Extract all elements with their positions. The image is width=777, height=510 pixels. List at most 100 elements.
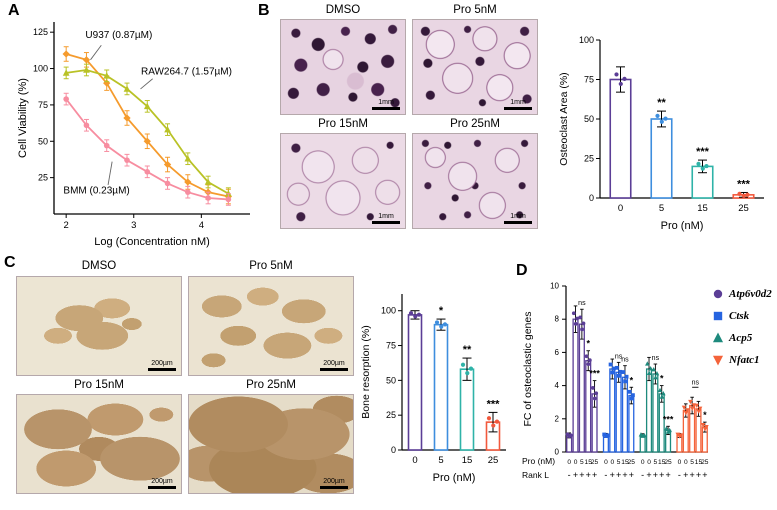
svg-text:+: +	[616, 470, 621, 480]
legend-item: Ctsk	[712, 310, 772, 322]
svg-text:75: 75	[38, 100, 48, 110]
svg-text:+: +	[665, 470, 670, 480]
svg-text:25: 25	[38, 173, 48, 183]
scale-bar: 200µm	[320, 360, 348, 371]
svg-text:4: 4	[555, 381, 560, 390]
circle-legend-icon	[713, 289, 723, 299]
svg-text:6: 6	[555, 348, 560, 357]
svg-text:***: ***	[487, 398, 501, 410]
svg-text:10: 10	[550, 282, 559, 291]
bone-resorption-bar-chart: 0 25 50 75 100 Bone resorption (%) 0 * 5 ** 15 *** 2…	[358, 280, 512, 496]
svg-text:-: -	[568, 470, 571, 480]
svg-text:+: +	[586, 470, 591, 480]
scale-label: 200µm	[151, 478, 173, 485]
micrograph-title-pro25: Pro 25nM	[246, 379, 296, 391]
trap-micrograph-pro15: 1mm	[280, 133, 406, 229]
svg-text:15: 15	[697, 203, 708, 214]
svg-text:4: 4	[199, 220, 204, 231]
svg-text:5: 5	[580, 459, 584, 466]
svg-text:125: 125	[33, 27, 48, 37]
scale-line	[504, 107, 532, 110]
svg-text:100: 100	[381, 306, 396, 316]
scale-bar: 1mm	[504, 99, 532, 110]
legend-label: Atp6v0d2	[729, 288, 772, 300]
cell-viability-line-chart: 2 3 4 25 50 75 100 125 Log (Concentration nM) Cel…	[16, 14, 258, 250]
trap-micrograph-dmso: 1mm	[280, 19, 406, 115]
svg-text:25: 25	[738, 203, 749, 214]
micrograph-title-dmso: DMSO	[325, 4, 361, 16]
trap-micrograph-pro25: 1mm	[412, 133, 538, 229]
scale-bar: 200µm	[320, 478, 348, 489]
svg-text:+: +	[622, 470, 627, 480]
triangle-legend-icon	[712, 332, 724, 343]
svg-text:0: 0	[618, 203, 623, 214]
svg-text:5: 5	[438, 455, 443, 466]
svg-text:+: +	[610, 470, 615, 480]
panel-label-c: C	[4, 254, 16, 271]
svg-text:ns: ns	[621, 357, 629, 364]
svg-text:75: 75	[386, 341, 396, 351]
scale-line	[372, 107, 400, 110]
svg-text:-: -	[678, 470, 681, 480]
svg-text:25: 25	[386, 410, 396, 420]
square-legend-icon	[713, 311, 723, 321]
legend-label: Nfatc1	[729, 354, 760, 366]
scale-label: 1mm	[378, 99, 394, 106]
d-legend: Atp6v0d2 Ctsk Acp5 Nfatc1	[712, 288, 772, 366]
svg-text:100: 100	[579, 35, 594, 45]
resorption-micrograph-pro15: 200µm	[16, 394, 182, 494]
osteoclastic-genes-bar-chart: 0 2 4 6 8 10 FC of osteoclastic genes 0-0 + ns 5 + *…	[520, 276, 712, 504]
scale-label: 1mm	[510, 99, 526, 106]
svg-text:+: +	[653, 470, 658, 480]
legend-item: Acp5	[712, 332, 772, 344]
svg-text:+: +	[592, 470, 597, 480]
svg-text:+: +	[573, 470, 578, 480]
svg-text:***: ***	[663, 414, 674, 424]
svg-text:**: **	[657, 97, 666, 109]
panel-label-b: B	[258, 2, 270, 19]
svg-text:***: ***	[589, 369, 600, 379]
svg-text:5: 5	[654, 459, 658, 466]
svg-text:0: 0	[610, 459, 614, 466]
svg-text:25: 25	[584, 154, 594, 164]
svg-text:0: 0	[567, 459, 571, 466]
scale-line	[148, 368, 176, 371]
svg-text:*: *	[439, 305, 444, 317]
svg-text:Rank L: Rank L	[522, 470, 549, 480]
svg-text:*: *	[703, 410, 707, 420]
svg-text:15: 15	[462, 455, 473, 466]
legend-item: Atp6v0d2	[712, 288, 772, 300]
scale-label: 200µm	[323, 478, 345, 485]
svg-text:+: +	[629, 470, 634, 480]
svg-text:0: 0	[555, 448, 560, 457]
svg-text:5: 5	[617, 459, 621, 466]
svg-text:0: 0	[604, 459, 608, 466]
svg-text:50: 50	[584, 114, 594, 124]
svg-text:0: 0	[641, 459, 645, 466]
micrograph-title-pro15: Pro 15nM	[74, 379, 124, 391]
scale-line	[504, 221, 532, 224]
legend-label: Ctsk	[729, 310, 750, 322]
scale-bar: 1mm	[504, 213, 532, 224]
svg-text:Osteoclast Area (%): Osteoclast Area (%)	[558, 72, 570, 165]
triangle-down-legend-icon	[712, 355, 724, 366]
svg-text:ns: ns	[578, 300, 586, 307]
micrograph-title-pro5: Pro 5nM	[249, 260, 293, 272]
resorption-micrograph-dmso: 200µm	[16, 276, 182, 376]
svg-text:Log (Concentration nM): Log (Concentration nM)	[94, 236, 210, 248]
resorption-micrograph-pro5: 200µm	[188, 276, 354, 376]
svg-text:0: 0	[678, 459, 682, 466]
svg-text:*: *	[630, 375, 634, 385]
svg-text:15: 15	[585, 459, 593, 466]
panel-label-d: D	[516, 262, 528, 279]
svg-text:0: 0	[574, 459, 578, 466]
svg-text:25: 25	[591, 459, 599, 466]
svg-text:15: 15	[658, 459, 666, 466]
svg-text:2: 2	[555, 414, 560, 423]
scale-label: 200µm	[151, 360, 173, 367]
svg-text:75: 75	[584, 75, 594, 85]
scale-line	[320, 486, 348, 489]
svg-text:0: 0	[589, 193, 594, 203]
svg-text:***: ***	[696, 146, 710, 158]
svg-text:0: 0	[684, 459, 688, 466]
